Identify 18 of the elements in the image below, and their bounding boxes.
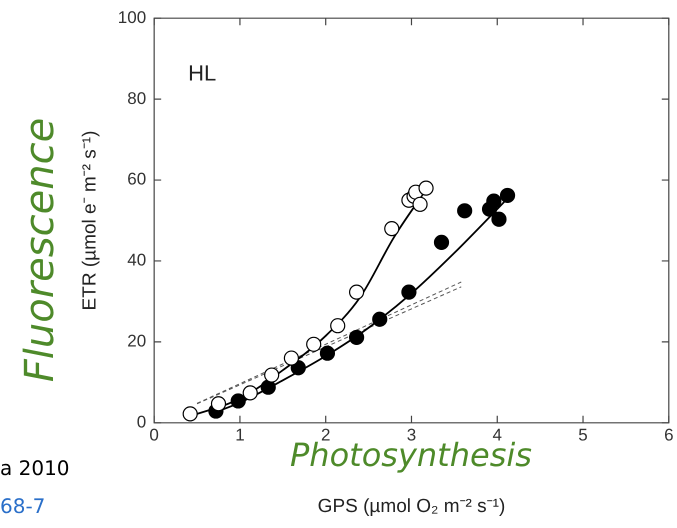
y-tick-label: 60 [127,170,146,189]
x-tick-label: 5 [578,426,588,445]
text: HL [188,60,216,86]
x-tick-label: 6 [664,426,674,445]
x-tick-label: 0 [149,426,159,445]
y-tick-label: 0 [136,412,146,432]
text: 68-7 [0,494,46,518]
y-tick-label: 20 [127,332,146,351]
text: a 2010 [0,456,70,480]
y-tick-label: 40 [127,250,146,270]
y-tick-label: 100 [118,8,146,27]
text: Fluorescence [17,118,64,382]
x-axis-title: GPS (µmol O₂ m⁻² s⁻¹) [318,496,506,517]
x-tick-label: 1 [235,426,245,445]
y-axis-title: ETR (µmol e⁻ m⁻² s⁻¹) [80,130,101,310]
x-tick-label: 3 [406,426,416,445]
y-tick-label: 80 [127,88,146,108]
x-tick-label: 4 [492,426,502,445]
